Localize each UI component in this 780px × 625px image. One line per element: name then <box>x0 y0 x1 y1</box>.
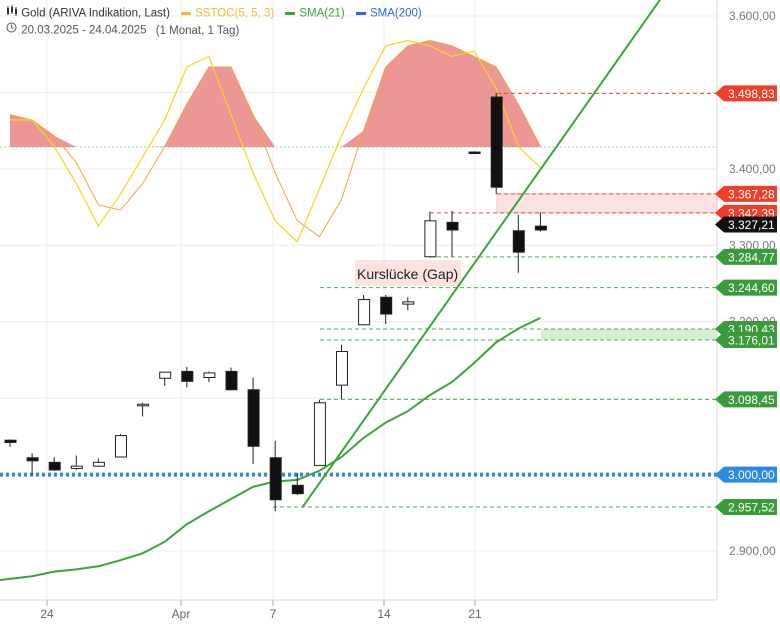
y-tick-label: 3.400,00 <box>729 162 776 176</box>
candle-up <box>203 372 216 379</box>
candle-down <box>48 461 61 471</box>
candle-up <box>115 435 127 458</box>
level-label-badge <box>715 332 777 349</box>
x-tick-label: 24 <box>40 607 54 621</box>
resistance-zone <box>496 193 718 214</box>
candle-down <box>291 484 304 495</box>
level-label-badge <box>715 466 777 483</box>
level-label-text: 3.498,83 <box>728 87 775 101</box>
x-tick-label: 14 <box>377 607 391 621</box>
gap-label: Kurslücke (Gap) <box>357 266 458 282</box>
level-label-badge <box>715 185 777 202</box>
gap-label-background <box>355 260 461 286</box>
zones: Kurslücke (Gap) <box>355 193 718 341</box>
legend-swatch-sstoc <box>181 12 192 15</box>
candle-down <box>225 370 238 391</box>
legend-row-period: 20.03.2025 - 24.04.2025 (1 Monat, 1 Tag) <box>6 22 422 39</box>
level-label: 3.176,01 <box>715 332 777 349</box>
instrument-name: Gold (ARIVA Indikation, Last) <box>21 7 170 20</box>
candles-icon <box>6 5 18 22</box>
level-label: 3.327,21 <box>715 216 777 233</box>
candle-up <box>358 299 371 326</box>
level-label: 3.367,28 <box>715 185 777 202</box>
legend-sstoc: SSTOC(5, 5, 3) <box>195 7 275 20</box>
candle-up <box>336 351 348 386</box>
level-label-badge <box>715 248 777 265</box>
legend-swatch-sma21 <box>285 12 296 15</box>
candle-down <box>512 230 525 253</box>
y-tick-label: 3.600,00 <box>729 9 776 23</box>
candle-down <box>380 296 393 315</box>
candle-down <box>26 457 39 462</box>
level-label: 3.244,60 <box>715 279 777 296</box>
x-tick-label: 21 <box>468 607 482 621</box>
level-label-text: 3.284,77 <box>728 250 775 264</box>
level-label: 3.000,00 <box>715 466 777 483</box>
level-labels: 3.498,833.367,283.342,393.327,213.284,77… <box>715 85 777 516</box>
level-label-text: 3.098,45 <box>728 393 775 407</box>
candle-down <box>446 221 459 231</box>
legend-sma21: SMA(21) <box>299 7 345 20</box>
x-tick-label: 7 <box>270 607 277 621</box>
level-label-text: 2.957,52 <box>728 501 775 515</box>
level-label: 3.098,45 <box>715 391 777 408</box>
level-label-badge <box>715 216 777 233</box>
level-label-badge <box>715 85 777 102</box>
chart-legend: Gold (ARIVA Indikation, Last) SSTOC(5, 5… <box>6 5 422 39</box>
level-label-text: 3.244,60 <box>728 281 775 295</box>
candle-down <box>4 439 17 443</box>
candle-up <box>313 402 326 466</box>
level-label-text: 3.176,01 <box>728 334 775 348</box>
period: (1 Monat, 1 Tag) <box>155 24 240 37</box>
clock-icon <box>6 22 18 39</box>
candles <box>4 93 547 512</box>
candle-up <box>137 403 150 407</box>
x-tick-label: Apr <box>172 607 191 621</box>
level-label: 3.284,77 <box>715 248 777 265</box>
legend-swatch-sma200 <box>355 12 366 15</box>
stoch-overbought-fill <box>10 40 541 147</box>
candle-up <box>70 465 83 469</box>
x-axis: 24 Apr 7 14 21 <box>40 600 482 621</box>
candle-down <box>490 96 503 188</box>
level-label: 3.498,83 <box>715 85 777 102</box>
y-tick-label: 3.300,00 <box>729 238 776 252</box>
candle-down <box>247 389 260 447</box>
candle-down <box>468 151 481 155</box>
date-range: 20.03.2025 - 24.04.2025 <box>21 24 147 37</box>
candle-down <box>181 370 194 382</box>
legend-sma200: SMA(200) <box>369 7 422 20</box>
candle-down <box>534 225 547 231</box>
candle-up <box>402 301 415 305</box>
level-label: 2.957,52 <box>715 499 777 516</box>
stoch-k-line <box>10 39 541 243</box>
legend-row-title: Gold (ARIVA Indikation, Last) SSTOC(5, 5… <box>6 5 422 22</box>
level-label-text: 3.367,28 <box>728 187 775 201</box>
y-tick-label: 2.900,00 <box>729 544 776 558</box>
trendline <box>301 0 662 509</box>
level-label-text: 3.327,21 <box>728 218 775 232</box>
stochastic-panel <box>0 39 717 243</box>
candle-down <box>269 457 282 501</box>
support-zone <box>541 329 717 341</box>
level-label-badge <box>715 391 777 408</box>
level-label-badge <box>715 499 777 516</box>
candle-up <box>424 220 437 258</box>
level-label-badge <box>715 279 777 296</box>
stoch-d-line <box>9 39 541 238</box>
candle-up <box>159 371 172 379</box>
level-label-text: 3.000,00 <box>728 468 775 482</box>
candle-up <box>92 461 105 467</box>
